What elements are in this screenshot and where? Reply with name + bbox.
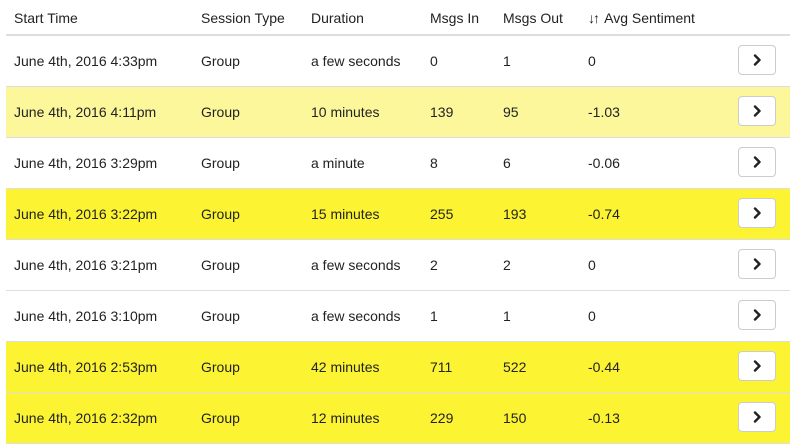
header-avg-sentiment[interactable]: ↓↑ Avg Sentiment [588, 0, 695, 36]
cell-msgs-out: 1 [503, 53, 511, 69]
cell-msgs-out: 1 [503, 308, 511, 324]
cell-start-time: June 4th, 2016 3:22pm [14, 206, 158, 222]
cell-session-type: Group [201, 53, 240, 69]
cell-msgs-in: 255 [430, 206, 454, 222]
table-row: June 4th, 2016 2:53pm Group 42 minutes 711 5… [6, 342, 790, 393]
table-row: June 4th, 2016 3:10pm Group a few seconds 1… [6, 291, 790, 342]
cell-session-type: Group [201, 257, 240, 273]
cell-avg-sentiment: -0.44 [588, 359, 620, 375]
view-session-button[interactable] [738, 351, 776, 381]
cell-duration: a minute [311, 155, 365, 171]
cell-session-type: Group [201, 308, 240, 324]
cell-start-time: June 4th, 2016 4:11pm [14, 104, 157, 120]
table-row: June 4th, 2016 4:11pm Group 10 minutes 139 9… [6, 87, 790, 138]
sessions-table: Start Time Session Type Duration Msgs In… [6, 0, 790, 444]
cell-duration: a few seconds [311, 53, 401, 69]
cell-duration: a few seconds [311, 308, 401, 324]
cell-start-time: June 4th, 2016 3:10pm [14, 308, 158, 324]
cell-avg-sentiment: 0 [588, 308, 596, 324]
cell-msgs-in: 229 [430, 410, 454, 426]
header-start-time[interactable]: Start Time [14, 10, 78, 26]
cell-msgs-out: 95 [503, 104, 519, 120]
view-session-button[interactable] [738, 300, 776, 330]
chevron-right-icon [752, 309, 762, 321]
header-session-type[interactable]: Session Type [201, 10, 285, 26]
view-session-button[interactable] [738, 198, 776, 228]
cell-msgs-in: 2 [430, 257, 438, 273]
cell-start-time: June 4th, 2016 2:32pm [14, 410, 158, 426]
header-duration[interactable]: Duration [311, 10, 364, 26]
table-row: June 4th, 2016 2:32pm Group 12 minutes 229 1… [6, 393, 790, 444]
cell-session-type: Group [201, 359, 240, 375]
chevron-right-icon [752, 54, 762, 66]
cell-duration: 12 minutes [311, 410, 380, 426]
cell-msgs-out: 193 [503, 206, 527, 222]
cell-msgs-out: 6 [503, 155, 511, 171]
cell-start-time: June 4th, 2016 4:33pm [14, 53, 158, 69]
view-session-button[interactable] [738, 96, 776, 126]
cell-msgs-in: 139 [430, 104, 454, 120]
chevron-right-icon [752, 258, 762, 270]
cell-session-type: Group [201, 206, 240, 222]
cell-avg-sentiment: 0 [588, 53, 596, 69]
chevron-right-icon [752, 411, 762, 423]
table-header: Start Time Session Type Duration Msgs In… [6, 0, 790, 36]
cell-duration: 42 minutes [311, 359, 380, 375]
cell-msgs-out: 150 [503, 410, 527, 426]
cell-msgs-in: 1 [430, 308, 438, 324]
table-row: June 4th, 2016 4:33pm Group a few seconds 0… [6, 36, 790, 87]
cell-session-type: Group [201, 155, 240, 171]
chevron-right-icon [752, 207, 762, 219]
cell-avg-sentiment: -1.03 [588, 104, 620, 120]
cell-avg-sentiment: -0.06 [588, 155, 620, 171]
cell-duration: 15 minutes [311, 206, 380, 222]
table-row: June 4th, 2016 3:29pm Group a minute 8 6 -0.0… [6, 138, 790, 189]
cell-duration: a few seconds [311, 257, 401, 273]
chevron-right-icon [752, 360, 762, 372]
cell-msgs-in: 711 [430, 359, 453, 375]
cell-duration: 10 minutes [311, 104, 380, 120]
sort-icon: ↓↑ [588, 10, 600, 26]
cell-avg-sentiment: -0.13 [588, 410, 620, 426]
cell-avg-sentiment: -0.74 [588, 206, 620, 222]
table-row: June 4th, 2016 3:21pm Group a few seconds 2… [6, 240, 790, 291]
view-session-button[interactable] [738, 45, 776, 75]
cell-start-time: June 4th, 2016 2:53pm [14, 359, 158, 375]
cell-msgs-in: 8 [430, 155, 438, 171]
header-msgs-in[interactable]: Msgs In [430, 10, 480, 26]
cell-session-type: Group [201, 104, 240, 120]
table-row: June 4th, 2016 3:22pm Group 15 minutes 255 1… [6, 189, 790, 240]
header-avg-sentiment-label: Avg Sentiment [604, 10, 695, 26]
cell-msgs-out: 2 [503, 257, 511, 273]
cell-msgs-in: 0 [430, 53, 438, 69]
cell-msgs-out: 522 [503, 359, 527, 375]
cell-session-type: Group [201, 410, 240, 426]
cell-avg-sentiment: 0 [588, 257, 596, 273]
view-session-button[interactable] [738, 402, 776, 432]
view-session-button[interactable] [738, 147, 776, 177]
cell-start-time: June 4th, 2016 3:29pm [14, 155, 158, 171]
chevron-right-icon [752, 156, 762, 168]
cell-start-time: June 4th, 2016 3:21pm [14, 257, 158, 273]
table-body: June 4th, 2016 4:33pm Group a few seconds 0… [6, 36, 790, 444]
chevron-right-icon [752, 105, 762, 117]
view-session-button[interactable] [738, 249, 776, 279]
header-msgs-out[interactable]: Msgs Out [503, 10, 563, 26]
